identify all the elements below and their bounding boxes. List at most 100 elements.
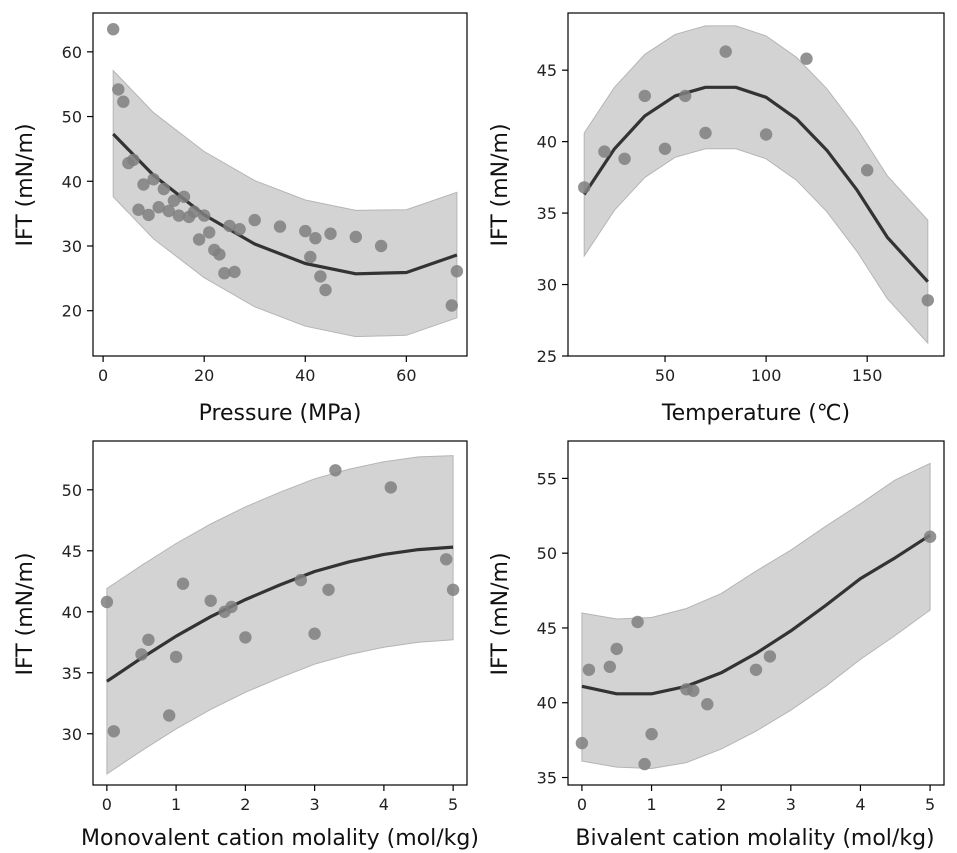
y-tick-label: 55 [537,469,557,488]
y-tick-label: 40 [62,172,82,191]
data-point [135,648,148,661]
data-point [112,83,125,96]
data-point [117,95,130,108]
y-tick-label: 45 [537,61,557,80]
data-point [349,230,362,244]
data-point [225,600,238,614]
y-tick-label: 45 [62,542,82,561]
data-point [687,684,700,697]
y-tick-label: 20 [62,302,82,321]
data-point [213,248,226,261]
x-tick-label: 20 [194,366,214,385]
x-axis-title: Bivalent cation molality (mol/kg) [575,826,934,851]
data-point [658,142,672,155]
data-point [384,481,397,494]
x-axis-title: Pressure (MPa) [199,401,362,426]
data-point [152,201,165,214]
y-tick-label: 50 [62,481,82,500]
data-point [603,660,616,673]
data-point [187,205,201,218]
data-point [304,250,317,264]
data-point [638,757,651,771]
x-tick-label: 1 [646,795,656,814]
data-point [299,224,312,238]
y-axis-title: IFT (mN/m) [13,552,38,675]
data-point [309,232,322,245]
x-axis-title: Temperature (℃) [661,401,850,426]
panel-temperature: 50 100 150 25 30 35 40 45 Temperature (℃) IFT (… [488,12,945,426]
data-point [167,194,181,207]
confidence-band [112,69,458,338]
data-point [578,181,591,194]
data-point [218,267,231,280]
y-tick-label: 50 [537,544,557,563]
y-tick-label: 25 [537,347,557,366]
x-tick-label: 5 [925,795,935,814]
y-tick-label: 35 [62,664,82,683]
y-axis-title: IFT (mN/m) [13,123,38,246]
y-tick-label: 30 [62,237,82,256]
data-point [719,45,732,58]
confidence-band [106,455,454,775]
data-point [861,164,874,177]
data-point [142,208,155,222]
data-point [169,650,183,664]
x-tick-label: 0 [577,795,587,814]
plot-frame [92,12,468,357]
x-tick-label: 5 [448,795,458,814]
data-point [322,583,335,596]
data-point [294,573,307,587]
data-point [127,153,140,167]
data-point [610,642,623,656]
fit-line [112,132,458,276]
data-point [176,577,190,590]
data-point [319,283,332,297]
data-point [374,239,388,253]
y-axis-title: IFT (mN/m) [488,123,513,246]
plot-frame [92,440,468,786]
data-point [575,736,589,750]
data-point [163,709,176,722]
y-tick-label: 30 [62,725,82,744]
data-point [204,594,217,607]
data-point [679,89,692,103]
y-tick-label: 50 [62,108,82,127]
data-point [192,233,206,246]
data-point [157,182,170,196]
data-point [329,464,342,477]
x-tick-label: 2 [240,795,250,814]
data-point [645,727,658,741]
y-tick-label: 40 [62,603,82,622]
data-point [162,204,175,218]
data-point [638,89,651,103]
x-tick-label: 2 [716,795,726,814]
data-point [763,650,777,663]
plot-frame [567,12,945,357]
fit-line [582,85,929,283]
confidence-band [583,25,929,345]
data-point [450,265,464,278]
data-point [598,145,611,158]
x-tick-label: 3 [310,795,320,814]
data-point [248,213,261,227]
y-axis-title: IFT (mN/m) [488,552,513,675]
data-point [239,631,252,644]
data-point [223,219,236,233]
data-point [147,173,160,186]
x-tick-label: 0 [98,366,108,385]
data-point [759,128,773,141]
data-point [107,23,120,36]
data-point [142,633,155,646]
plot-frame [567,440,945,786]
data-point [440,553,453,566]
data-point [446,583,460,596]
data-point [107,725,121,738]
data-point [701,698,714,711]
y-tick-label: 35 [537,769,557,788]
data-point [273,220,287,233]
data-point [923,530,937,543]
data-point [324,227,337,240]
x-tick-label: 4 [855,795,865,814]
